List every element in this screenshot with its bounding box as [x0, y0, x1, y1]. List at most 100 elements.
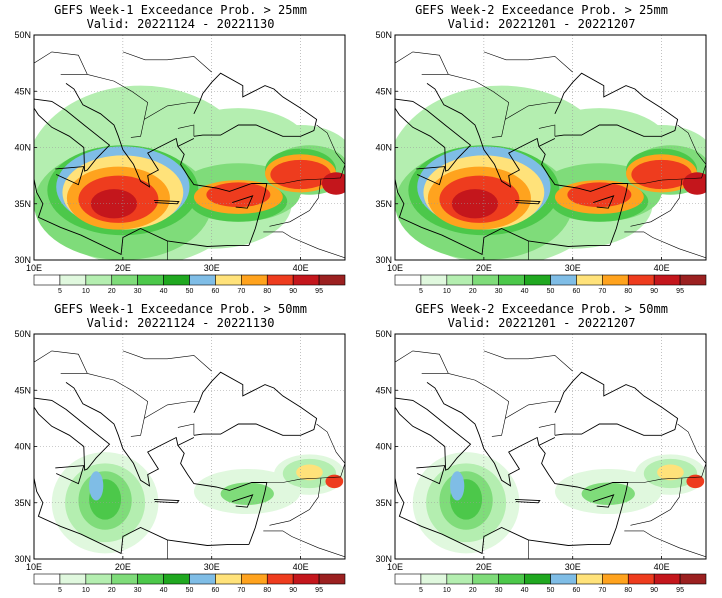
- coastline: [514, 498, 541, 504]
- colorbar-swatch: [59, 274, 87, 286]
- coastline: [193, 72, 318, 137]
- longitude-label: 20E: [115, 263, 131, 273]
- colorbar-swatch: [524, 573, 551, 585]
- colorbar-label: 80: [624, 587, 632, 594]
- country-border: [395, 350, 449, 374]
- map-panel-week1-50mm: GEFS Week-1 Exceedance Prob. > 50mm Vali…: [0, 299, 361, 598]
- colorbar-label: 90: [650, 587, 658, 594]
- colorbar-swatch: [420, 573, 448, 585]
- probability-contour: [206, 182, 271, 208]
- colorbar-swatch: [602, 573, 629, 585]
- country-border: [34, 51, 88, 75]
- probability-map: 30N 35N 40N 45N 50N 10E 20E 30E 40E 5 10 20 30 40 50 60…: [375, 30, 707, 295]
- colorbar-swatch: [498, 573, 525, 585]
- probability-field: [34, 35, 345, 260]
- colorbar-swatch: [189, 274, 216, 286]
- colorbar-swatch: [627, 573, 655, 585]
- probability-contour: [451, 189, 499, 219]
- country-border: [630, 178, 683, 227]
- latitude-label: 50N: [375, 30, 392, 40]
- country-border: [624, 231, 706, 259]
- panel-valid-dates: Valid: 20221124 - 20221130: [86, 17, 275, 31]
- longitude-label: 40E: [293, 562, 309, 572]
- coastline: [395, 477, 610, 555]
- country-border: [269, 178, 322, 227]
- latitude-label: 35N: [375, 498, 392, 508]
- colorbar-swatch: [446, 573, 474, 585]
- colorbar-label: 50: [186, 587, 194, 594]
- latitude-label: 30N: [14, 554, 31, 564]
- country-border: [122, 350, 212, 372]
- probability-contour: [567, 182, 632, 208]
- colorbar-label: 80: [263, 288, 271, 295]
- colorbar-swatch: [576, 573, 603, 585]
- country-border: [144, 401, 200, 419]
- country-border: [177, 124, 195, 137]
- probability-map: 30N 35N 40N 45N 50N 10E 20E 30E 40E 5 10 20 30 40 50 60…: [14, 30, 346, 295]
- colorbar-label: 30: [134, 288, 142, 295]
- colorbar-swatch: [394, 573, 422, 585]
- colorbar-label: 10: [443, 587, 451, 594]
- country-border: [263, 231, 345, 259]
- colorbar-swatch: [550, 573, 577, 585]
- panel-valid-dates: Valid: 20221124 - 20221130: [86, 316, 275, 330]
- longitude-label: 20E: [476, 263, 492, 273]
- probability-contour: [270, 159, 331, 190]
- colorbar-label: 60: [212, 288, 220, 295]
- colorbar-swatch: [163, 573, 190, 585]
- coastline: [34, 397, 111, 471]
- probability-contour: [325, 474, 344, 489]
- colorbar-label: 40: [521, 288, 529, 295]
- colorbar-label: 20: [469, 288, 477, 295]
- country-border: [538, 423, 556, 436]
- colorbar-swatch: [318, 274, 346, 286]
- latitude-label: 30N: [14, 255, 31, 265]
- coastline: [538, 437, 629, 545]
- longitude-label: 10E: [387, 562, 403, 572]
- country-border: [483, 350, 573, 372]
- colorbar-swatch: [137, 274, 164, 286]
- colorbar-label: 60: [573, 288, 581, 295]
- colorbar-swatch: [446, 274, 474, 286]
- colorbar-label: 20: [108, 288, 116, 295]
- coastline: [153, 498, 180, 504]
- country-border: [266, 124, 345, 184]
- map-panel-week2-50mm: GEFS Week-2 Exceedance Prob. > 50mm Vali…: [361, 299, 722, 598]
- coastline: [177, 138, 268, 246]
- longitude-label: 30E: [204, 263, 220, 273]
- colorbar-label: 95: [676, 288, 684, 295]
- probability-contour: [450, 471, 465, 501]
- colorbar-swatch: [576, 274, 603, 286]
- colorbar-label: 80: [624, 288, 632, 295]
- country-border: [34, 350, 88, 374]
- colorbar-swatch: [266, 573, 294, 585]
- latitude-label: 30N: [375, 554, 392, 564]
- latitude-label: 40N: [14, 143, 31, 153]
- coastline: [554, 371, 679, 436]
- colorbar-swatch: [472, 573, 499, 585]
- latitude-label: 35N: [14, 199, 31, 209]
- coastline: [55, 465, 85, 485]
- country-border: [538, 124, 556, 137]
- colorbar-label: 40: [160, 288, 168, 295]
- probability-contour: [657, 464, 684, 481]
- coastline: [232, 195, 254, 209]
- colorbar-swatch: [292, 274, 320, 286]
- colorbar-label: 5: [419, 587, 423, 594]
- colorbar-swatch: [653, 274, 681, 286]
- colorbar-swatch: [472, 274, 499, 286]
- country-border: [421, 74, 510, 138]
- country-border: [60, 74, 149, 138]
- probability-contour: [220, 482, 274, 505]
- country-border: [624, 530, 706, 558]
- colorbar-label: 40: [160, 587, 168, 594]
- colorbar-label: 70: [598, 288, 606, 295]
- colorbar-label: 90: [289, 288, 297, 295]
- colorbar-label: 95: [676, 587, 684, 594]
- colorbar-swatch: [163, 274, 190, 286]
- colorbar-label: 5: [58, 288, 62, 295]
- colorbar-swatch: [266, 274, 294, 286]
- colorbar-label: 95: [315, 288, 323, 295]
- country-border: [505, 401, 561, 419]
- probability-contour: [631, 159, 692, 190]
